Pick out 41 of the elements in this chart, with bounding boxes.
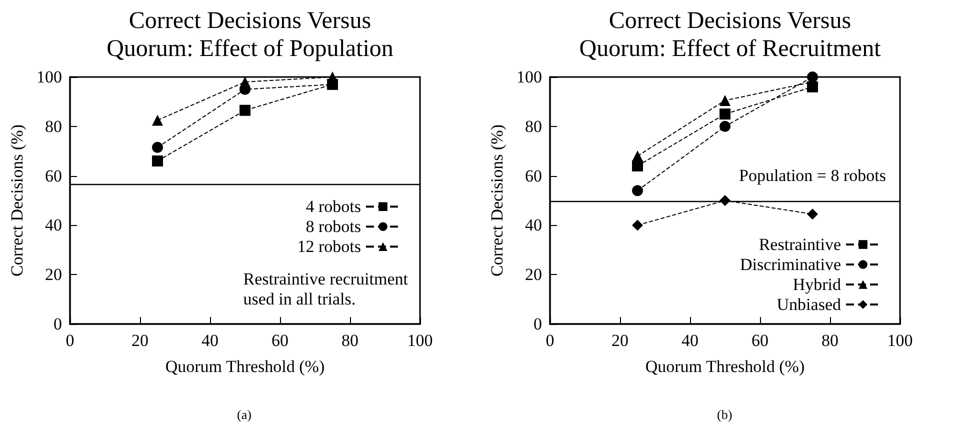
legend-label: Restraintive xyxy=(758,235,841,254)
y-tick-label: 100 xyxy=(36,68,62,86)
x-tick-label: 40 xyxy=(682,331,698,350)
chart-title: Correct Decisions Versus Quorum: Effect of Recruitment xyxy=(579,8,882,62)
y-axis-title: Correct Decisions (%) xyxy=(8,124,27,277)
x-tick-label: 100 xyxy=(887,331,913,350)
x-tick-label: 40 xyxy=(202,331,218,350)
x-tick-label: 60 xyxy=(752,331,768,350)
x-tick-label: 60 xyxy=(272,331,288,350)
legend-label: Discriminative xyxy=(740,255,841,274)
chart-title: Correct Decisions Versus Quorum: Effect of Population xyxy=(106,8,394,62)
y-tick-label: 40 xyxy=(525,216,542,235)
legend-label: 8 robots xyxy=(306,217,361,236)
y-tick-label: 20 xyxy=(525,265,542,284)
legend-label: 12 robots xyxy=(297,237,361,256)
x-tick-label: 100 xyxy=(407,331,433,350)
y-tick-label: 80 xyxy=(525,116,542,136)
legend-label: Unbiased xyxy=(776,295,842,314)
y-tick-label: 0 xyxy=(54,314,62,334)
x-tick-label: 20 xyxy=(612,331,628,350)
y-tick-label: 0 xyxy=(534,314,542,334)
text: (b) xyxy=(717,407,732,422)
x-tick-label: 0 xyxy=(546,331,554,350)
x-tick-label: 80 xyxy=(342,331,358,350)
y-tick-label: 40 xyxy=(45,216,62,235)
annotation: Restraintive recruitment used in all trials. xyxy=(243,270,408,308)
y-tick-label: 20 xyxy=(45,265,62,284)
legend-label: 4 robots xyxy=(306,197,361,216)
x-tick-label: 0 xyxy=(66,331,74,350)
x-tick-label: 80 xyxy=(822,331,838,350)
y-tick-label: 60 xyxy=(525,166,542,186)
x-axis-title: Quorum Threshold (%) xyxy=(645,357,805,376)
text: (a) xyxy=(237,407,252,422)
y-tick-label: 60 xyxy=(45,166,62,186)
y-axis-title: Correct Decisions (%) xyxy=(488,124,507,277)
annotation: Population = 8 robots xyxy=(738,166,886,185)
x-tick-label: 20 xyxy=(132,331,148,350)
legend-label: Hybrid xyxy=(792,275,842,294)
x-axis-title: Quorum Threshold (%) xyxy=(165,357,325,376)
y-tick-label: 100 xyxy=(516,68,542,86)
y-tick-label: 80 xyxy=(45,116,62,136)
